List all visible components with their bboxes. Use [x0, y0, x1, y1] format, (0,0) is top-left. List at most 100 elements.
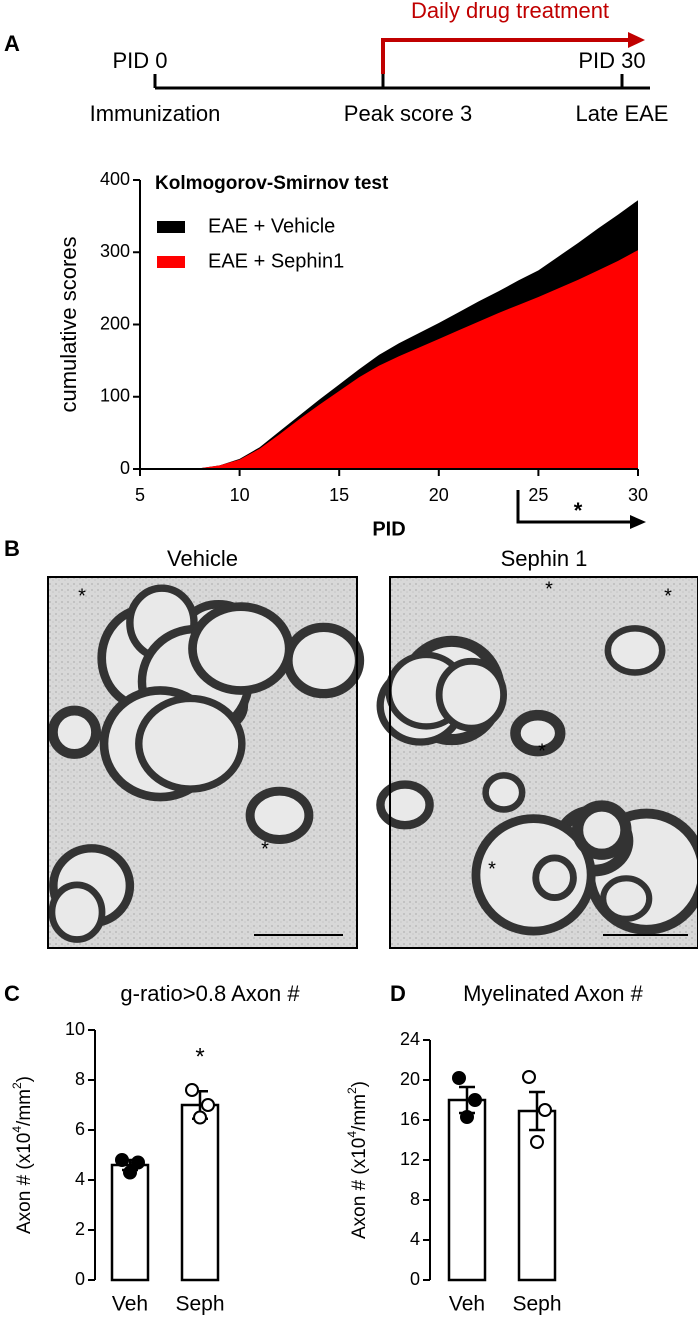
data-point — [115, 1153, 129, 1167]
marker: * — [538, 740, 546, 762]
axon — [532, 854, 577, 901]
y-label-part: /mm — [349, 1094, 370, 1131]
y-label-part: ) — [14, 1076, 35, 1082]
data-point — [468, 1093, 482, 1107]
bar — [447, 1098, 487, 1282]
significance-arrow — [516, 490, 632, 524]
axon — [48, 881, 106, 943]
x-tick-label: 20 — [429, 485, 449, 505]
y-tick-label: 400 — [100, 169, 130, 189]
y-tick-label: 0 — [410, 1269, 420, 1289]
treatment-arrow — [381, 38, 630, 74]
arrow-head — [630, 515, 646, 529]
annotation: * — [195, 1043, 204, 1070]
arrow-head — [628, 32, 645, 48]
axon — [510, 709, 566, 757]
y-label-part: 4 — [345, 1131, 359, 1138]
chart-title: Kolmogorov-Smirnov test — [155, 173, 389, 194]
timeline: Daily drug treatment PID 0 PID 30 Immuni… — [90, 0, 669, 126]
y-tick-label: 12 — [400, 1149, 420, 1169]
x-tick-label: Veh — [449, 1293, 485, 1316]
bar — [110, 1163, 150, 1282]
data-point — [193, 1110, 207, 1125]
x-tick-label: 5 — [135, 485, 145, 505]
treatment-label: Daily drug treatment — [411, 0, 609, 23]
legend-label: EAE + Sephin1 — [208, 250, 344, 272]
y-tick-label: 4 — [75, 1169, 85, 1189]
chart-title: g-ratio>0.8 Axon # — [120, 981, 300, 1006]
micrograph-title: Vehicle — [167, 546, 238, 571]
panel-label: B — [4, 536, 20, 561]
x-tick-label: Seph — [512, 1293, 561, 1316]
panel-label: A — [4, 31, 20, 56]
y-tick-label: 200 — [100, 313, 130, 333]
y-axis-label: cumulative scores — [56, 236, 81, 412]
y-label-part: /mm — [14, 1089, 35, 1126]
y-tick-label: 6 — [75, 1119, 85, 1139]
axon — [47, 705, 102, 759]
axon — [283, 622, 365, 699]
marker: * — [488, 858, 496, 880]
y-tick-label: 8 — [410, 1189, 420, 1209]
y-label-part: Axon # (x10 — [14, 1133, 35, 1234]
data-point — [522, 1070, 536, 1084]
y-tick-label: 8 — [75, 1069, 85, 1089]
bar — [180, 1103, 220, 1282]
x-tick-label: 10 — [230, 485, 250, 505]
chart-title: Myelinated Axon # — [463, 981, 644, 1006]
y-tick-label: 4 — [410, 1229, 420, 1249]
axon — [482, 772, 526, 813]
x-tick-label: Veh — [112, 1293, 148, 1316]
axon — [604, 625, 666, 676]
data-point — [452, 1071, 466, 1085]
data-point — [123, 1165, 137, 1180]
stage-label: Late EAE — [576, 101, 669, 126]
data-point — [131, 1155, 145, 1170]
axon — [571, 800, 632, 860]
x-tick-label: 25 — [528, 485, 548, 505]
data-point — [530, 1135, 544, 1149]
y-label-part: ) — [349, 1081, 370, 1087]
axon — [188, 602, 294, 695]
axon — [135, 694, 246, 793]
y-tick-label: 10 — [65, 1019, 85, 1039]
x-tick-label: 30 — [628, 485, 648, 505]
marker: * — [664, 585, 672, 607]
frame — [389, 576, 698, 949]
axon — [435, 657, 508, 732]
y-label-part: Axon # (x10 — [349, 1138, 370, 1239]
panel-label: D — [390, 981, 406, 1006]
timeline-start: PID 0 — [112, 48, 167, 73]
error-bar — [529, 1090, 545, 1132]
y-tick-label: 0 — [120, 458, 130, 478]
legend-swatch — [157, 221, 185, 233]
data-point — [460, 1110, 474, 1124]
y-label-part: 4 — [10, 1126, 24, 1133]
axon — [245, 786, 314, 845]
area — [140, 250, 638, 469]
marker: * — [261, 838, 269, 860]
axon — [600, 875, 653, 922]
x-tick-label: Seph — [175, 1293, 224, 1316]
y-tick-label: 20 — [400, 1069, 420, 1089]
y-axis-label: Axon # (x104/mm2) — [10, 1076, 35, 1234]
x-axis-label: PID — [372, 518, 405, 540]
panel-label: C — [4, 981, 20, 1006]
y-label-part: 2 — [345, 1087, 359, 1094]
y-axis-label: Axon # (x104/mm2) — [345, 1081, 370, 1239]
data-point — [185, 1083, 199, 1097]
y-tick-label: 300 — [100, 241, 130, 261]
stage-label: Immunization — [90, 101, 221, 126]
annotation: * — [574, 498, 583, 523]
data-point — [201, 1098, 215, 1112]
x-tick-label: 15 — [329, 485, 349, 505]
data-point — [538, 1103, 552, 1117]
y-tick-label: 100 — [100, 386, 130, 406]
legend-label: EAE + Vehicle — [208, 215, 335, 237]
y-tick-label: 16 — [400, 1109, 420, 1129]
legend-swatch — [157, 256, 185, 268]
y-label-part: 2 — [10, 1082, 24, 1089]
stage-label: Peak score 3 — [344, 101, 472, 126]
marker: * — [545, 578, 553, 600]
